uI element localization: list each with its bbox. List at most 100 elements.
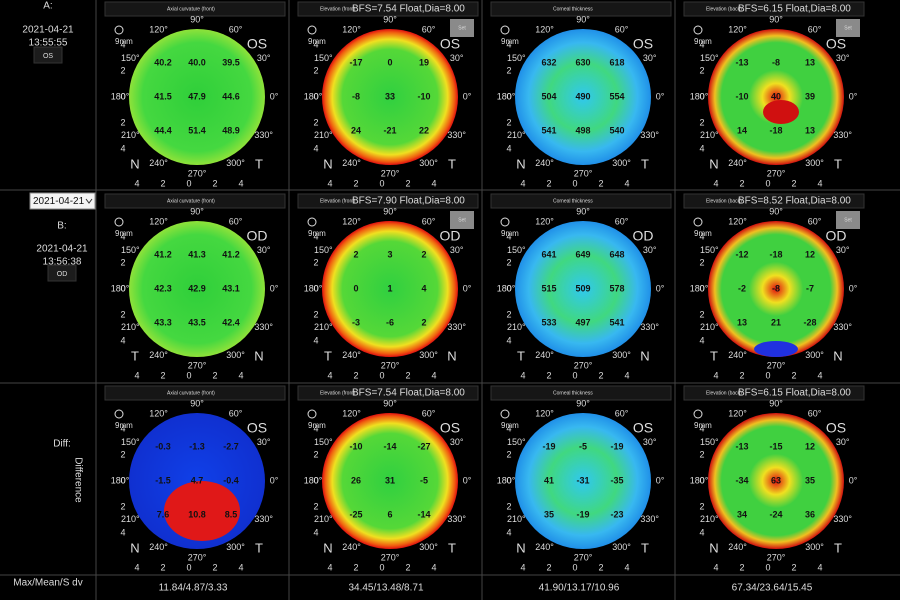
x-tick-label: 2 [353, 178, 358, 188]
x-tick-label: 0 [572, 370, 577, 380]
map-value: 541 [541, 125, 556, 135]
angle-label: 0° [463, 283, 472, 293]
zoom-icon [500, 409, 510, 419]
map-value: -1.3 [189, 441, 205, 451]
map-value: -2 [738, 283, 746, 293]
y-tick-label: 0 [313, 91, 318, 101]
zoom-icon [693, 217, 703, 227]
x-tick-label: 4 [817, 178, 822, 188]
angle-label: 90° [190, 398, 204, 408]
set-button[interactable] [836, 211, 860, 229]
y-tick-label: 2 [120, 257, 125, 267]
y-tick-label: 2 [120, 65, 125, 75]
angle-label: 120° [728, 217, 747, 227]
map-value: 509 [575, 283, 590, 293]
set-button[interactable] [450, 211, 474, 229]
set-button[interactable] [450, 19, 474, 37]
map-value: -19 [610, 441, 623, 451]
map-value: 0 [353, 283, 358, 293]
eye-button[interactable] [33, 46, 63, 64]
map-value: -27 [417, 441, 430, 451]
map-value: 42.3 [154, 283, 172, 293]
y-tick-label: 2 [120, 309, 125, 319]
map-disc [129, 221, 265, 357]
angle-label: 210° [700, 130, 719, 140]
angle-label: 240° [728, 542, 747, 552]
map-hotspot [763, 100, 799, 124]
map-disc [708, 29, 844, 165]
side-left: N [709, 540, 718, 555]
angle-label: 120° [342, 217, 361, 227]
angle-label: 150° [700, 437, 719, 447]
x-tick-label: 2 [212, 562, 217, 572]
eye-button[interactable] [47, 264, 77, 282]
y-tick-label: 4 [120, 143, 125, 153]
angle-label: 90° [383, 206, 397, 216]
map-value: 4.7 [191, 475, 204, 485]
zoom-icon [693, 25, 703, 35]
map-value: 12 [805, 441, 815, 451]
bfs-text: BFS=7.90 Float,Dia=8.00 [352, 196, 465, 207]
x-tick-label: 2 [160, 370, 165, 380]
x-tick-label: 4 [520, 178, 525, 188]
set-button[interactable] [836, 19, 860, 37]
map-value: 515 [541, 283, 556, 293]
angle-label: 300° [226, 158, 245, 168]
y-tick-label: 4 [120, 231, 125, 241]
angle-label: 330° [640, 514, 659, 524]
angle-label: 90° [576, 206, 590, 216]
angle-label: 0° [656, 475, 665, 485]
map-value: 41.5 [154, 91, 172, 101]
map-value: -8 [772, 283, 780, 293]
angle-label: 60° [615, 409, 629, 419]
date-select[interactable] [29, 192, 96, 210]
x-tick-label: 0 [379, 562, 384, 572]
angle-label: 0° [849, 283, 858, 293]
x-tick-label: 2 [160, 178, 165, 188]
scale-label: 9mm [115, 229, 133, 238]
scale-label: 9mm [115, 37, 133, 46]
stats-label: Max/Mean/S dv [13, 578, 82, 589]
y-tick-label: 2 [506, 501, 511, 511]
map-value: 43.3 [154, 317, 172, 327]
panel-header [104, 385, 286, 401]
map-disc [515, 221, 651, 357]
x-tick-label: 4 [238, 178, 243, 188]
x-tick-label: 4 [238, 370, 243, 380]
x-tick-label: 2 [598, 562, 603, 572]
map-disc [515, 413, 651, 549]
y-tick-label: 0 [506, 475, 511, 485]
eye-label: OS [440, 420, 460, 436]
row-a-eye: OS [43, 53, 53, 60]
map-disc [322, 413, 458, 549]
y-tick-label: 4 [506, 231, 511, 241]
angle-label: 60° [808, 409, 822, 419]
row-b-date: 2021-04-21 [36, 244, 88, 255]
map-value: -15 [769, 441, 782, 451]
scale-label: 9mm [694, 229, 712, 238]
x-tick-label: 2 [546, 178, 551, 188]
angle-label: 240° [728, 350, 747, 360]
map-value: 39.5 [222, 57, 240, 67]
row-b-eye: OD [57, 271, 68, 278]
x-tick-label: 4 [134, 370, 139, 380]
x-tick-label: 4 [817, 562, 822, 572]
x-tick-label: 0 [765, 370, 770, 380]
map-value: -23 [610, 509, 623, 519]
angle-label: 30° [257, 437, 271, 447]
map-value: -3 [352, 317, 360, 327]
y-tick-label: 4 [506, 335, 511, 345]
side-left: N [709, 156, 718, 171]
side-left: N [516, 540, 525, 555]
x-tick-label: 0 [186, 178, 191, 188]
x-tick-label: 2 [405, 562, 410, 572]
y-tick-label: 4 [699, 527, 704, 537]
map-value: 35 [544, 509, 554, 519]
eye-label: OS [826, 420, 846, 436]
map-value: 4 [421, 283, 426, 293]
panel-header [683, 1, 865, 17]
y-tick-label: 4 [120, 527, 125, 537]
map-value: -10 [735, 91, 748, 101]
angle-label: 270° [381, 552, 400, 562]
